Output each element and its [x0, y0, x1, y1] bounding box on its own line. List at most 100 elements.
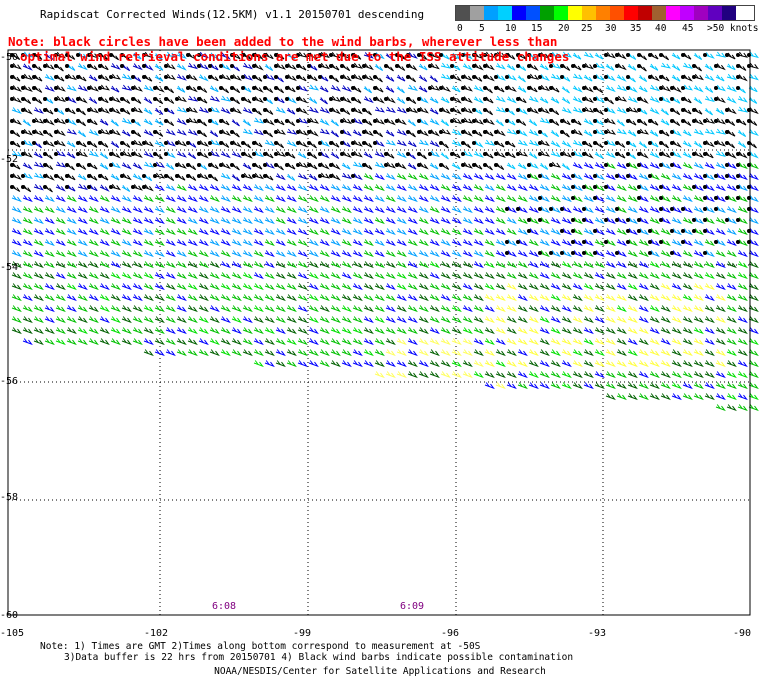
note-line-2: optimal wind retrieval conditions are me… [20, 49, 570, 64]
wind-barb [473, 283, 484, 291]
wind-barb [572, 261, 583, 269]
wind-barb [506, 184, 517, 192]
wind-barb [539, 261, 550, 269]
wind-barb [396, 107, 407, 114]
wind-barb [88, 305, 99, 313]
wind-barb [77, 327, 88, 335]
wind-barb [748, 74, 759, 81]
wind-barb [275, 349, 286, 357]
wind-barb [99, 327, 110, 335]
wind-barb [649, 195, 660, 203]
contamination-dot [670, 130, 674, 134]
contamination-dot [626, 163, 630, 167]
wind-barb [550, 73, 561, 81]
wind-barb [616, 52, 627, 60]
wind-barb [176, 206, 187, 214]
wind-barb [517, 52, 527, 60]
wind-barb [605, 261, 616, 269]
wind-barb [429, 316, 440, 324]
contamination-dot [406, 75, 410, 79]
wind-barb [165, 228, 176, 236]
wind-barb [682, 305, 693, 313]
wind-barb [638, 382, 649, 390]
wind-barb [605, 206, 616, 214]
contamination-dot [318, 64, 322, 68]
wind-barb [242, 195, 253, 203]
wind-barb [440, 173, 451, 181]
contamination-dot [703, 229, 707, 233]
wind-barb [77, 261, 88, 269]
wind-barb [682, 228, 693, 236]
wind-barb [726, 239, 737, 247]
wind-barb [660, 349, 671, 357]
contamination-dot [87, 86, 91, 90]
wind-barb [616, 119, 625, 127]
wind-barb [209, 305, 220, 313]
wind-barb [374, 184, 385, 192]
wind-barb [737, 349, 748, 357]
wind-barb [418, 96, 429, 104]
wind-barb [429, 360, 440, 368]
contamination-dot [120, 64, 124, 68]
wind-barb [462, 107, 473, 114]
wind-barb [715, 107, 725, 115]
contamination-dot [175, 141, 179, 145]
wind-barb [286, 360, 297, 368]
wind-barb [462, 305, 473, 313]
wind-barb [22, 139, 33, 147]
wind-barb [209, 228, 220, 236]
contamination-dot [615, 64, 619, 68]
wind-barb [154, 184, 165, 192]
wind-barb [583, 272, 594, 280]
contamination-dot [263, 86, 267, 90]
wind-barb [462, 316, 473, 324]
wind-barb [11, 250, 22, 258]
wind-barb [11, 63, 22, 70]
wind-barb [616, 305, 627, 313]
contamination-dot [571, 64, 575, 68]
contamination-dot [274, 163, 278, 167]
wind-barb [121, 228, 132, 236]
wind-barb [121, 73, 132, 81]
wind-barb [77, 183, 88, 191]
wind-barb [352, 151, 363, 158]
wind-barb [396, 305, 407, 313]
wind-barb [440, 327, 451, 335]
wind-barb [671, 327, 682, 335]
contamination-dot [197, 119, 201, 123]
wind-barb [374, 272, 385, 280]
contamination-dot [670, 229, 674, 233]
wind-barb [429, 261, 440, 269]
contamination-dot [32, 97, 36, 101]
wind-barb [539, 195, 550, 203]
lat-label: -56 [0, 376, 19, 387]
wind-barb [748, 85, 758, 93]
wind-barb [275, 305, 286, 313]
wind-barb [715, 206, 726, 214]
wind-barb [187, 294, 198, 302]
contamination-dot [54, 53, 58, 57]
wind-barb [572, 294, 583, 302]
wind-barb [330, 261, 341, 269]
wind-barb [594, 62, 606, 69]
wind-barb [726, 228, 737, 236]
wind-barb [451, 283, 462, 291]
wind-barb [418, 85, 428, 93]
wind-barb [517, 316, 528, 324]
contamination-dot [604, 119, 608, 123]
contamination-dot [54, 108, 58, 112]
wind-barb [396, 327, 407, 335]
wind-barb [22, 206, 33, 214]
wind-barb [440, 261, 451, 269]
contamination-dot [472, 163, 476, 167]
wind-barb [495, 349, 506, 357]
wind-barb [517, 150, 529, 157]
wind-barb [132, 327, 143, 335]
wind-barb [495, 106, 507, 113]
wind-barb [605, 128, 617, 135]
contamination-dot [186, 119, 190, 123]
wind-barb [44, 63, 55, 70]
wind-barb [55, 305, 66, 313]
contamination-dot [274, 130, 278, 134]
wind-barb [253, 52, 264, 60]
